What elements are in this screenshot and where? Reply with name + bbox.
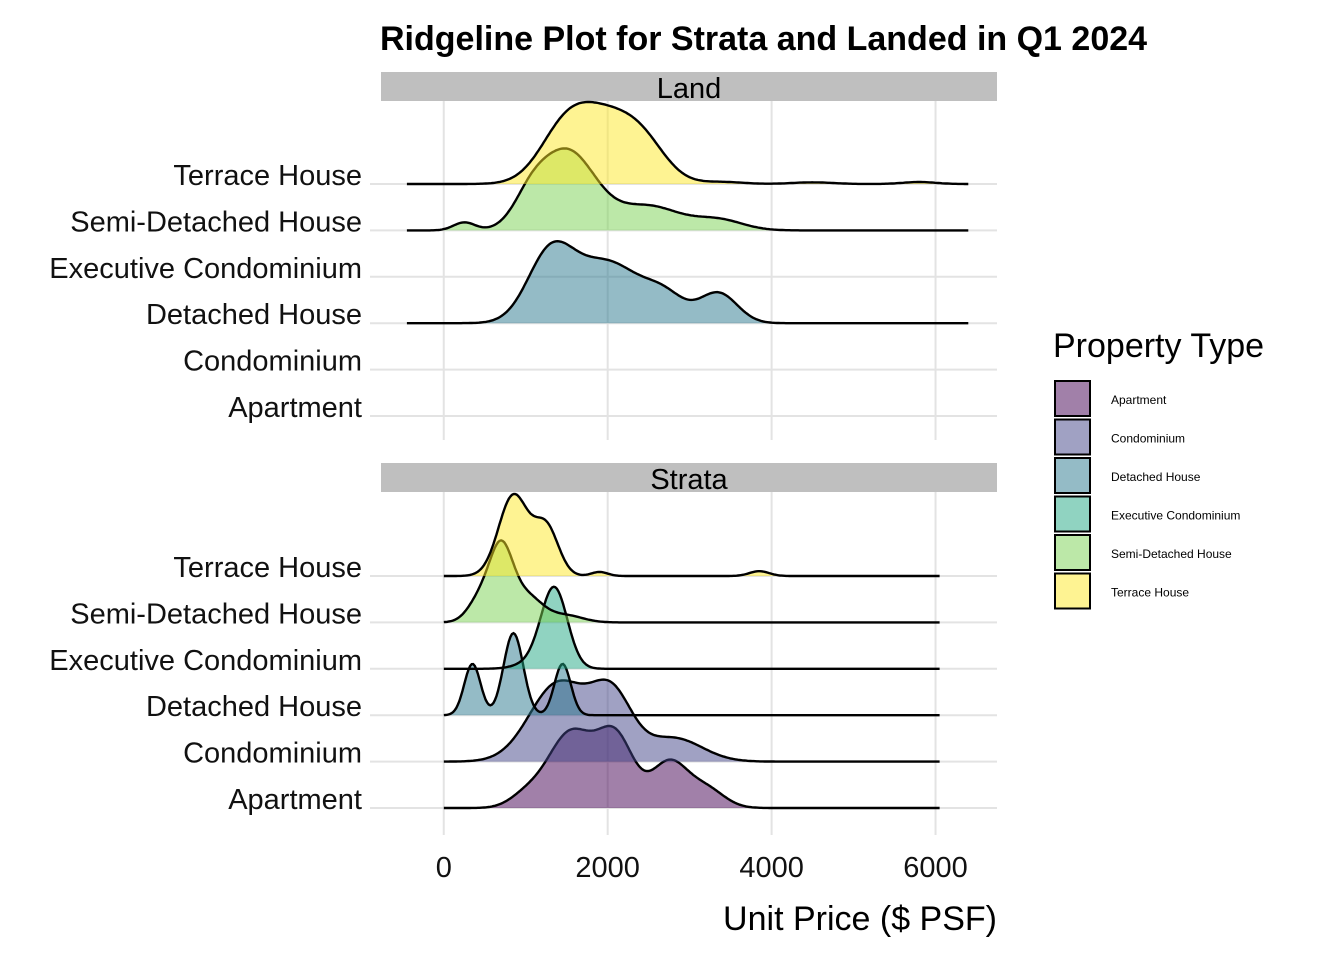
legend-swatch (1054, 495, 1091, 533)
y-tick-label: Terrace House (173, 552, 362, 584)
y-tick-label: Detached House (146, 299, 362, 331)
density-line-condominium (443, 678, 940, 763)
legend-label: Terrace House (1111, 586, 1189, 600)
legend-item: Condominium (1054, 418, 1185, 456)
density-line-terrace-house (443, 492, 940, 578)
legend-swatch (1054, 418, 1091, 456)
y-tick-label: Apartment (228, 784, 362, 816)
x-axis: 0 2000 4000 6000 (436, 852, 968, 884)
density-fill-terrace-house (443, 494, 940, 576)
facet-strip-label: Land (657, 73, 722, 105)
density-line-detached-house (443, 631, 940, 717)
density-fill-semi-detached-house (443, 540, 940, 623)
facet-strip (381, 72, 997, 101)
density-line-executive-condominium (443, 585, 940, 670)
y-tick-label: Executive Condominium (49, 253, 362, 285)
density-fill-executive-condominium (443, 586, 940, 669)
legend-item: Detached House (1054, 457, 1201, 494)
density-fill-detached-house (406, 241, 969, 324)
facet-strip-label: Strata (650, 464, 728, 496)
legend-label: Apartment (1111, 393, 1167, 407)
legend: Property Type Apartment Condominium Detach… (1053, 327, 1264, 610)
legend-swatch (1054, 534, 1091, 571)
y-tick-label: Terrace House (173, 160, 362, 192)
density-fill-semi-detached-house (406, 148, 969, 231)
y-tick-label: Semi-Detached House (70, 206, 362, 238)
legend-swatch (1054, 572, 1091, 610)
density-line-detached-house (406, 239, 969, 325)
density-fill-detached-house (443, 633, 940, 716)
facet-strata: Strata Terrace House Semi-Detached House Ex… (49, 463, 997, 835)
y-tick-label: Condominium (183, 346, 362, 378)
y-tick-label: Executive Condominium (49, 645, 362, 677)
x-tick-label: 0 (436, 852, 452, 884)
y-tick-label: Semi-Detached House (70, 598, 362, 630)
legend-label: Detached House (1111, 470, 1201, 484)
density-line-semi-detached-house (443, 539, 940, 624)
x-tick-label: 6000 (903, 852, 968, 884)
legend-label: Semi-Detached House (1111, 547, 1232, 561)
legend-title: Property Type (1053, 327, 1264, 365)
density-line-terrace-house (406, 100, 969, 186)
chart-title: Ridgeline Plot for Strata and Landed in … (380, 20, 1147, 58)
legend-items: Apartment Condominium Detached House Execut… (1054, 380, 1240, 610)
facet-land: Land Terrace House Semi-Detached House Exec… (49, 72, 997, 440)
y-tick-label: Detached House (146, 691, 362, 723)
legend-item: Executive Condominium (1054, 495, 1240, 533)
legend-item: Apartment (1054, 380, 1167, 417)
x-tick-label: 2000 (575, 852, 640, 884)
y-tick-label: Condominium (183, 738, 362, 770)
facet-strip (381, 463, 997, 492)
legend-item: Semi-Detached House (1054, 534, 1232, 571)
legend-swatch (1054, 380, 1091, 417)
facet-panels: Land Terrace House Semi-Detached House Exec… (49, 72, 997, 835)
legend-item: Terrace House (1054, 572, 1189, 610)
density-line-apartment (443, 724, 940, 810)
legend-label: Condominium (1111, 432, 1185, 446)
legend-swatch (1054, 457, 1091, 494)
y-tick-label: Apartment (228, 392, 362, 424)
density-line-semi-detached-house (406, 147, 969, 232)
x-axis-label: Unit Price ($ PSF) (723, 900, 997, 938)
legend-label: Executive Condominium (1111, 509, 1240, 523)
x-tick-label: 4000 (739, 852, 804, 884)
density-fill-terrace-house (406, 102, 969, 184)
